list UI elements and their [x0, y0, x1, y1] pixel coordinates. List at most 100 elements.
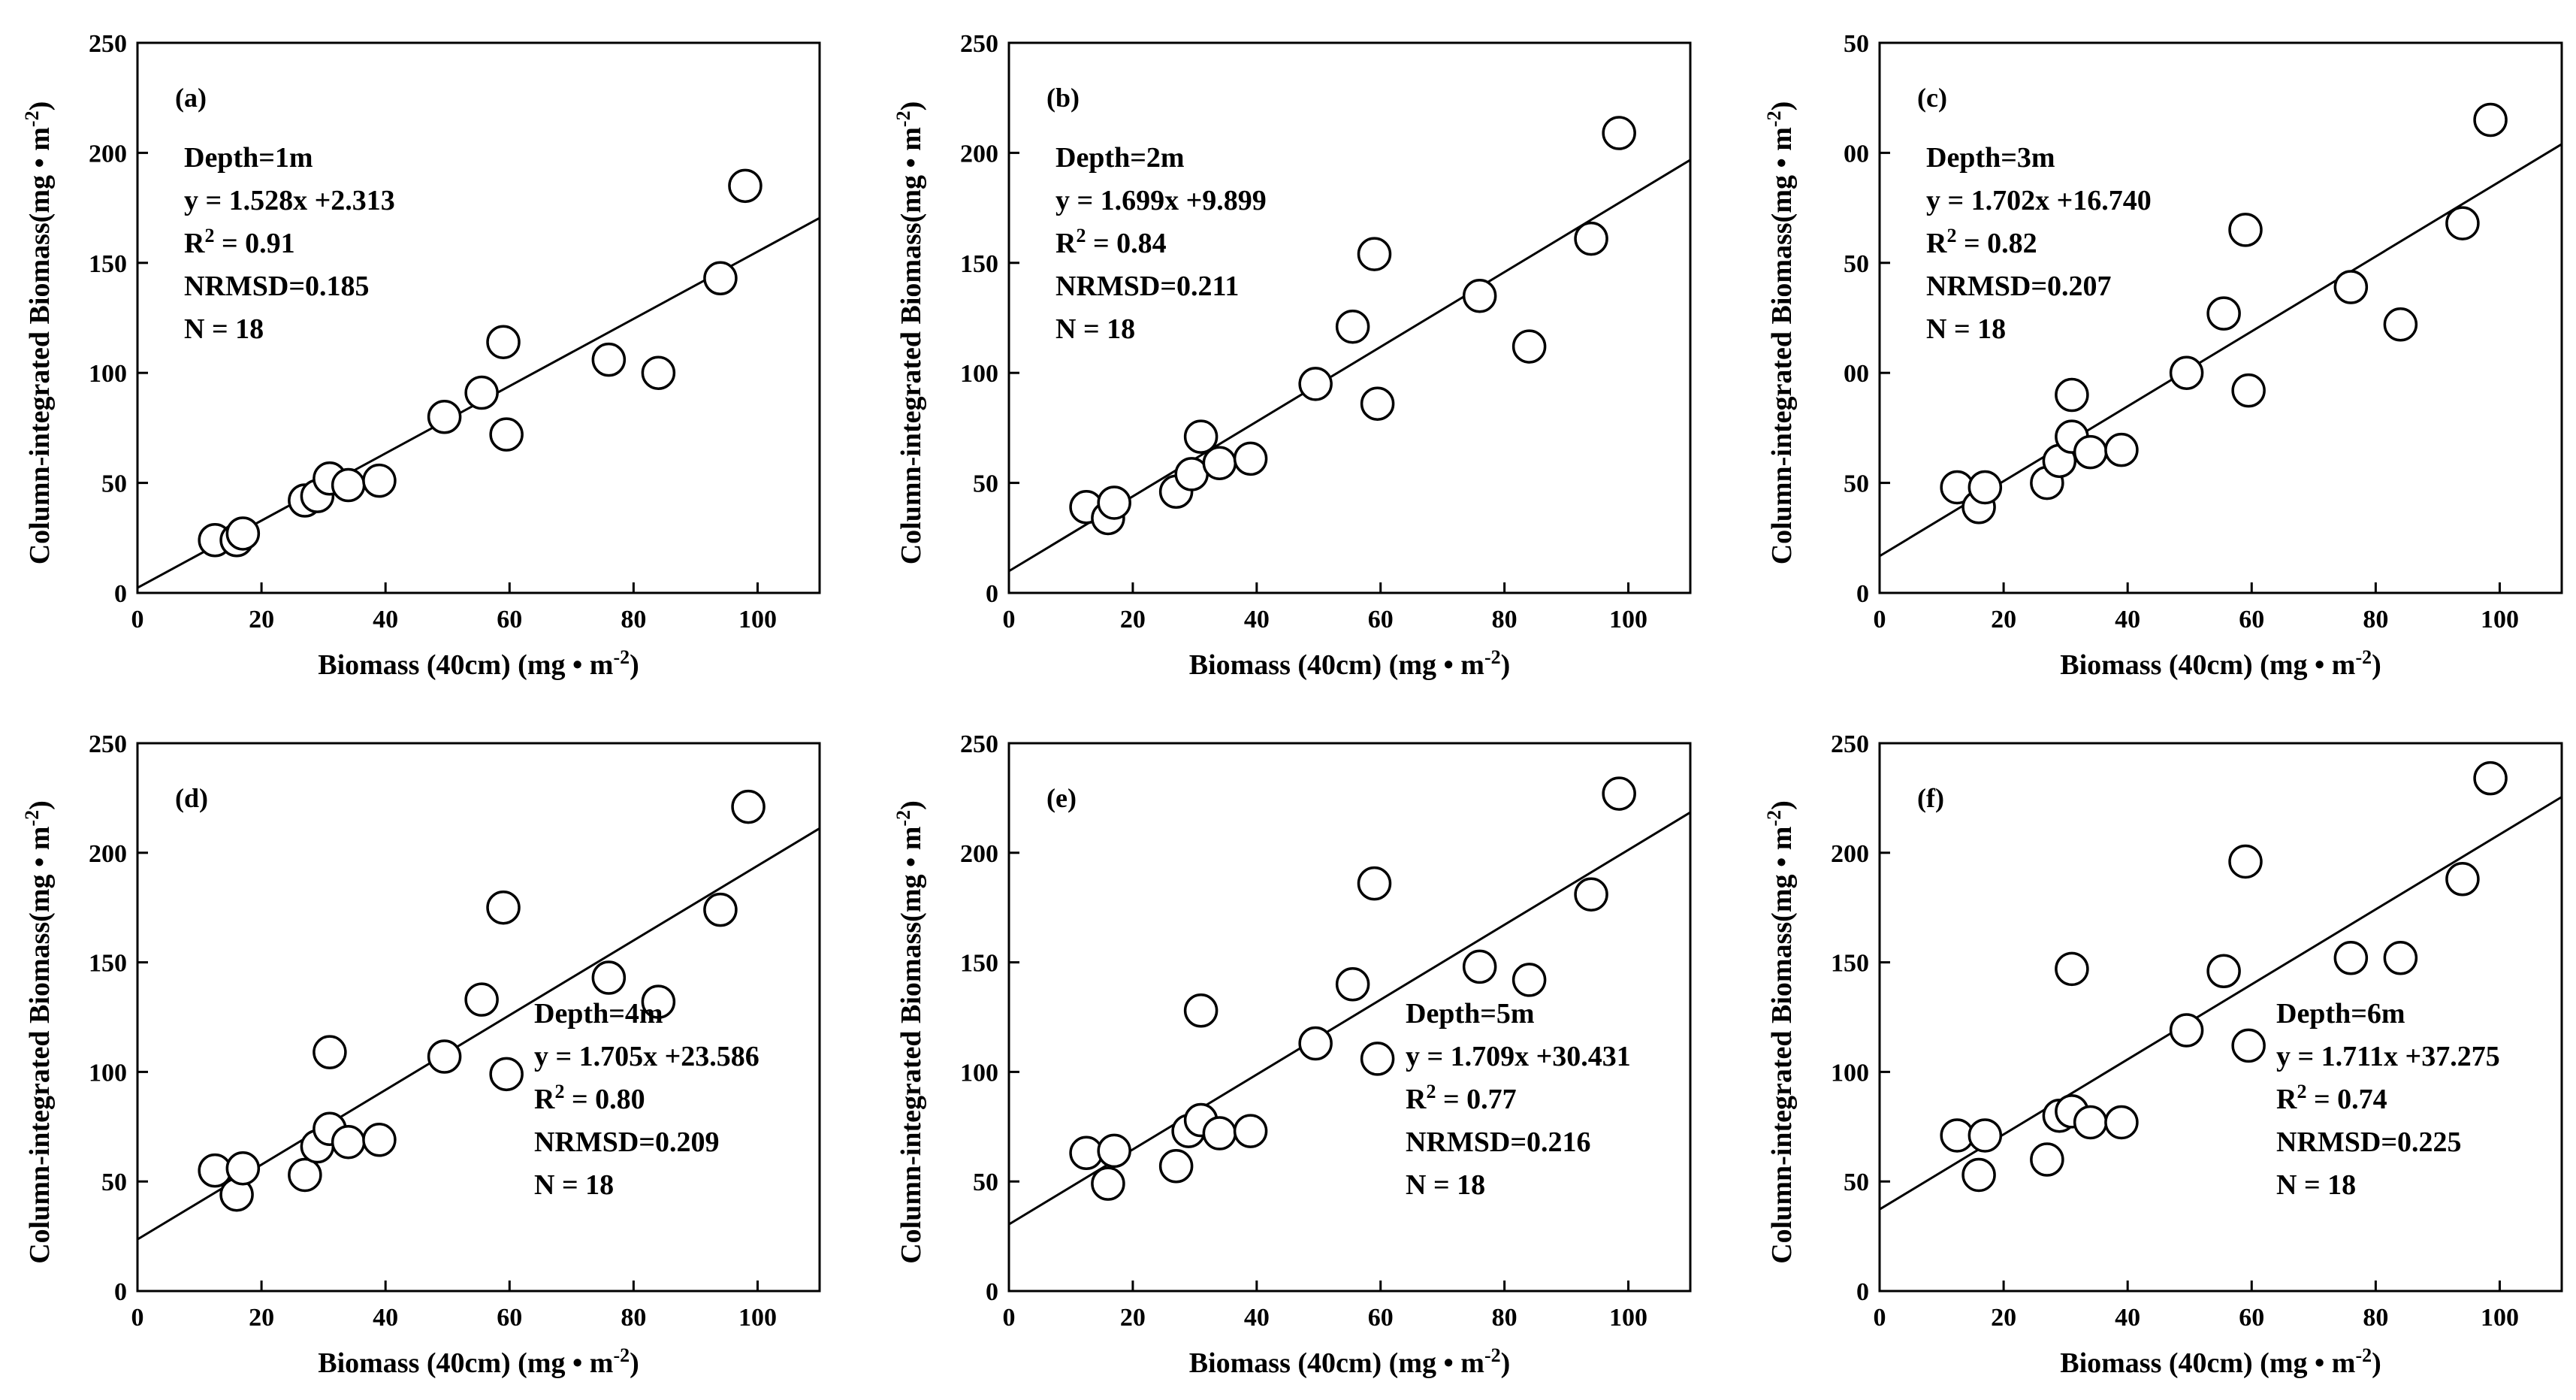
- data-point: [2333, 270, 2369, 304]
- x-axis-title: Biomass (40cm) (mg • m-2): [1189, 1344, 1511, 1379]
- data-point: [1511, 329, 1547, 364]
- y-tick-label: 0: [986, 1278, 998, 1306]
- data-point: [2445, 206, 2480, 240]
- data-point: [1335, 967, 1370, 1002]
- data-point: [2169, 355, 2204, 390]
- data-point: [362, 1123, 397, 1157]
- y-tick-label: 50: [101, 470, 127, 498]
- x-tick-label: 60: [2239, 1304, 2264, 1332]
- nrmsd-value: NRMSD=0.216: [1406, 1126, 1590, 1158]
- sample-count: N = 18: [2276, 1169, 2356, 1201]
- data-point: [1298, 1026, 1333, 1061]
- data-point: [1602, 776, 1636, 811]
- x-tick-label: 100: [738, 606, 777, 633]
- y-tick-label: 150: [89, 250, 127, 278]
- data-point: [225, 1151, 261, 1186]
- sample-count: N = 18: [1406, 1169, 1485, 1201]
- y-tick-label: 50: [973, 1169, 998, 1196]
- nrmsd-value: NRMSD=0.209: [534, 1126, 719, 1158]
- y-tick-label: 50: [1844, 1169, 1869, 1196]
- data-point: [2206, 296, 2241, 331]
- data-point: [489, 1057, 524, 1092]
- x-axis-title: Biomass (40cm) (mg • m-2): [318, 1344, 639, 1379]
- data-point: [2104, 432, 2139, 467]
- x-tick-label: 80: [621, 606, 646, 633]
- y-tick-label: 100: [960, 1059, 998, 1087]
- data-point: [1202, 446, 1237, 480]
- x-tick-label: 60: [2239, 606, 2264, 633]
- depth-label: Depth=4m: [534, 998, 663, 1030]
- data-point: [427, 1039, 462, 1074]
- data-point: [2104, 1105, 2139, 1140]
- data-point: [225, 516, 261, 551]
- x-axis-title: Biomass (40cm) (mg • m-2): [318, 646, 639, 681]
- y-tick-label: 0: [1856, 580, 1869, 608]
- data-point: [1602, 116, 1636, 150]
- y-tick-label: 50: [973, 470, 998, 498]
- y-tick-label: 150: [89, 950, 127, 978]
- regression-equation: y = 1.705x +23.586: [534, 1041, 760, 1072]
- y-tick-label: 50: [1844, 470, 1869, 498]
- x-tick-label: 60: [497, 606, 522, 633]
- data-point: [1961, 1157, 1996, 1193]
- data-point: [489, 417, 524, 452]
- regression-equation: y = 1.711x +37.275: [2276, 1041, 2500, 1072]
- data-point: [1158, 1149, 1194, 1184]
- x-tick-label: 80: [621, 1304, 646, 1332]
- y-axis-title: Column-integrated Biomass(mg • m-2): [21, 101, 56, 565]
- x-tick-label: 40: [2115, 606, 2140, 633]
- y-tick-label: 100: [1831, 1059, 1869, 1087]
- data-point: [703, 892, 738, 927]
- y-tick-label: 00: [1844, 360, 1869, 388]
- plot-frame: [1878, 742, 2563, 1293]
- data-point: [2055, 377, 2089, 413]
- x-tick-label: 40: [373, 1304, 398, 1332]
- r-squared: R2 = 0.91: [184, 225, 295, 259]
- y-tick-label: 100: [89, 1059, 127, 1087]
- x-tick-label: 100: [2481, 606, 2519, 633]
- x-tick-label: 80: [2363, 1304, 2388, 1332]
- data-point: [2073, 434, 2108, 470]
- sample-count: N = 18: [1926, 313, 2006, 345]
- scatter-panel-b: 0 20 40 60 80 100 0 50 100 150 200 250 Biomass (40cm…: [892, 30, 1692, 681]
- x-tick-label: 0: [131, 1304, 144, 1332]
- y-tick-label: 100: [960, 360, 998, 388]
- data-point: [2055, 951, 2089, 987]
- y-tick-label: 200: [89, 840, 127, 868]
- panel-label: (e): [1046, 783, 1077, 813]
- data-point: [464, 982, 499, 1017]
- panel-label: (c): [1917, 83, 1947, 113]
- data-point: [2231, 1028, 2266, 1063]
- x-tick-label: 60: [497, 1304, 522, 1332]
- data-point: [331, 1124, 366, 1160]
- y-tick-label: 150: [960, 250, 998, 278]
- x-tick-label: 0: [1003, 1304, 1016, 1332]
- x-axis-title: Biomass (40cm) (mg • m-2): [1189, 646, 1511, 681]
- plot-frame: [1007, 742, 1692, 1293]
- plot-frame: [136, 41, 821, 594]
- data-point: [2228, 213, 2263, 247]
- data-point: [2169, 1013, 2204, 1048]
- data-point: [1360, 386, 1395, 421]
- data-point: [362, 463, 397, 498]
- data-point: [2333, 941, 2369, 975]
- depth-label: Depth=3m: [1926, 142, 2055, 174]
- r-squared: R2 = 0.77: [1406, 1081, 1517, 1115]
- data-point: [1202, 1116, 1237, 1151]
- data-point: [1357, 237, 1392, 271]
- y-axis-title: Column-integrated Biomass(mg • m-2): [1763, 800, 1798, 1264]
- plot-frame: [136, 742, 821, 1293]
- data-point: [1360, 1042, 1395, 1076]
- y-tick-label: 50: [1844, 30, 1869, 58]
- data-point: [1298, 367, 1333, 401]
- data-point: [1183, 419, 1219, 454]
- data-point: [2231, 373, 2266, 408]
- y-tick-label: 200: [960, 840, 998, 868]
- r-squared: R2 = 0.74: [2276, 1081, 2387, 1115]
- sample-count: N = 18: [1055, 313, 1135, 345]
- data-point: [2206, 954, 2241, 989]
- data-point: [728, 168, 763, 204]
- y-tick-label: 250: [960, 30, 998, 58]
- data-point: [464, 375, 499, 410]
